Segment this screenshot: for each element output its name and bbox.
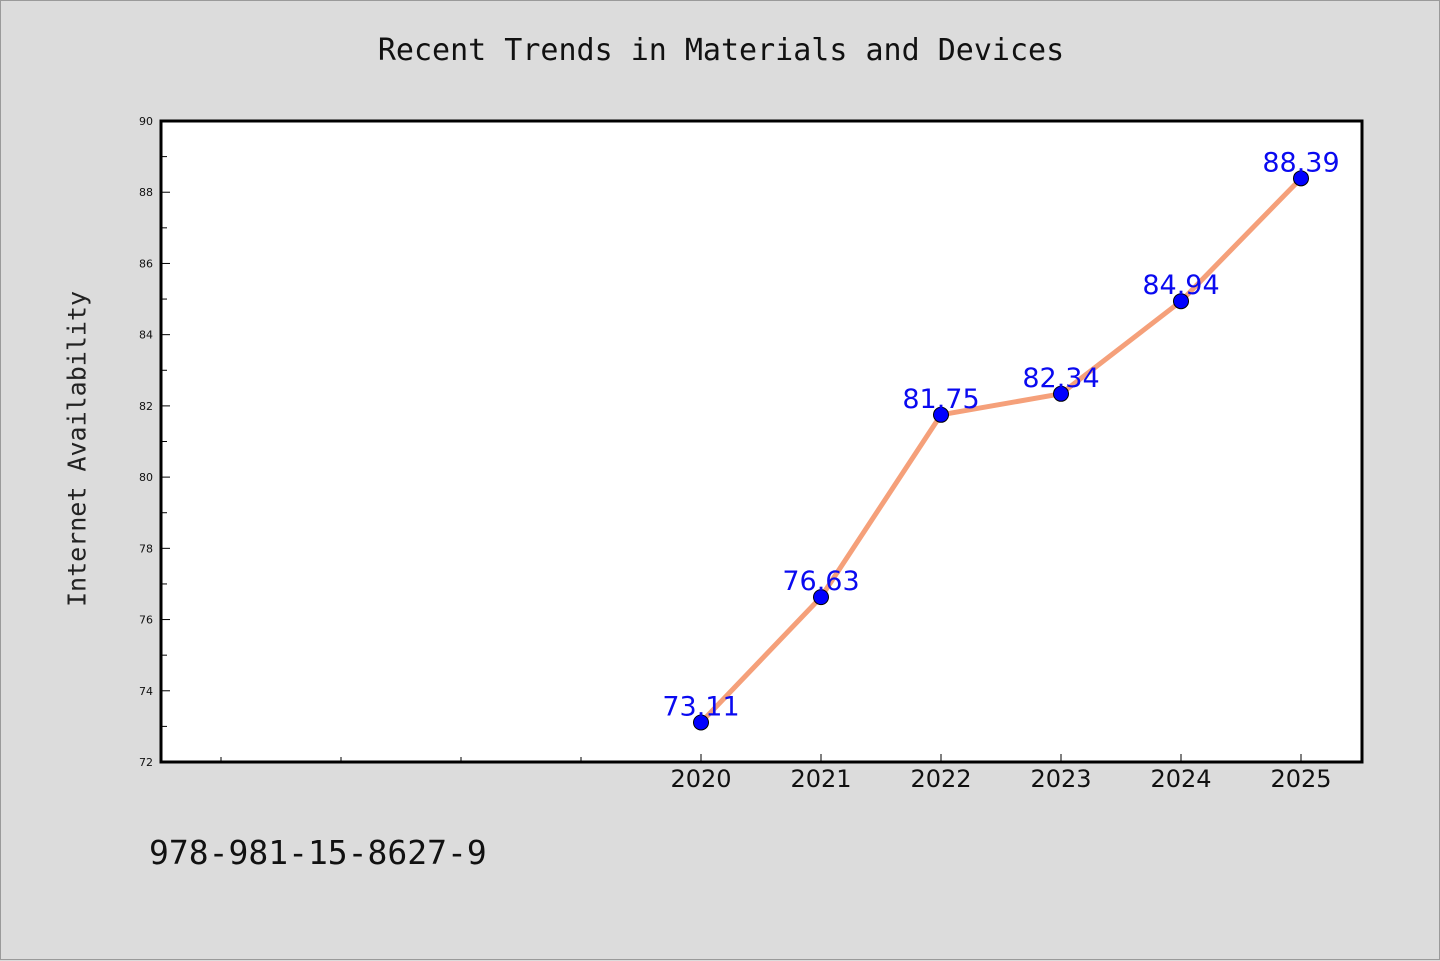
y-tick-label: 84 <box>139 329 153 342</box>
data-label: 73.11 <box>662 691 739 722</box>
data-point <box>1293 170 1309 187</box>
x-tick-label: 2022 <box>910 765 971 793</box>
y-tick-label: 86 <box>139 257 153 270</box>
data-point <box>1053 385 1069 402</box>
x-tick-label: 2025 <box>1270 765 1331 793</box>
x-tick-label: 2023 <box>1030 765 1091 793</box>
footer-code: 978-981-15-8627-9 <box>149 833 487 872</box>
chart-title: Recent Trends in Materials and Devices <box>377 33 1065 68</box>
data-point <box>1173 293 1189 310</box>
plot-area <box>159 119 1364 764</box>
y-tick-label: 88 <box>139 186 153 199</box>
data-point <box>693 714 709 731</box>
y-tick-label: 74 <box>139 685 153 698</box>
data-label: 76.63 <box>782 566 859 597</box>
y-tick-label: 80 <box>139 471 153 484</box>
y-tick-label: 90 <box>139 115 153 128</box>
y-tick-label: 72 <box>139 756 153 769</box>
data-label: 88.39 <box>1262 147 1339 178</box>
y-tick-label: 78 <box>139 542 153 555</box>
data-label: 81.75 <box>902 384 979 415</box>
x-tick-label: 2024 <box>1150 765 1211 793</box>
x-tick-label: 2021 <box>790 765 851 793</box>
y-tick-label: 82 <box>139 400 153 413</box>
x-tick-label: 2020 <box>670 765 731 793</box>
data-point <box>813 589 829 606</box>
data-point <box>933 406 949 423</box>
y-tick-label: 76 <box>139 614 153 627</box>
data-label: 84.94 <box>1142 270 1219 301</box>
data-label: 82.34 <box>1022 363 1099 394</box>
series-line <box>699 176 1303 725</box>
